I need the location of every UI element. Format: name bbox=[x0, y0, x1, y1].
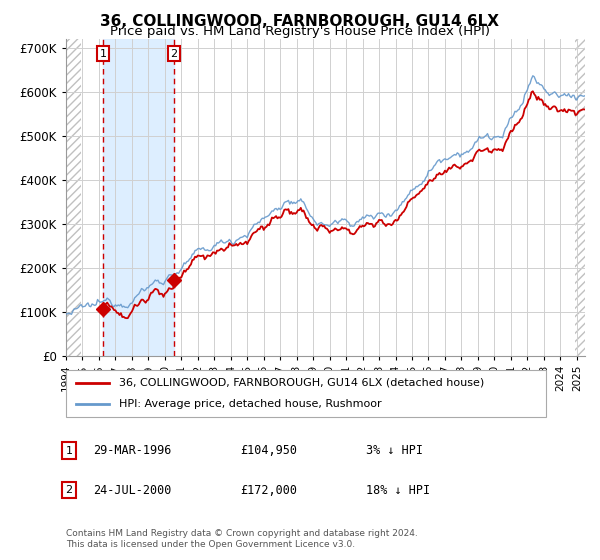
Text: 2: 2 bbox=[65, 485, 73, 495]
Text: 3% ↓ HPI: 3% ↓ HPI bbox=[366, 444, 423, 458]
Text: 36, COLLINGWOOD, FARNBOROUGH, GU14 6LX: 36, COLLINGWOOD, FARNBOROUGH, GU14 6LX bbox=[101, 14, 499, 29]
Text: £172,000: £172,000 bbox=[240, 483, 297, 497]
Text: HPI: Average price, detached house, Rushmoor: HPI: Average price, detached house, Rush… bbox=[119, 399, 382, 409]
Text: 1: 1 bbox=[100, 49, 106, 59]
Text: Price paid vs. HM Land Registry's House Price Index (HPI): Price paid vs. HM Land Registry's House … bbox=[110, 25, 490, 38]
Text: 18% ↓ HPI: 18% ↓ HPI bbox=[366, 483, 430, 497]
Text: 2: 2 bbox=[170, 49, 178, 59]
Text: £104,950: £104,950 bbox=[240, 444, 297, 458]
Text: 1: 1 bbox=[65, 446, 73, 456]
Text: 36, COLLINGWOOD, FARNBOROUGH, GU14 6LX (detached house): 36, COLLINGWOOD, FARNBOROUGH, GU14 6LX (… bbox=[119, 378, 484, 388]
Bar bbox=[103, 39, 174, 356]
Text: Contains HM Land Registry data © Crown copyright and database right 2024.
This d: Contains HM Land Registry data © Crown c… bbox=[66, 529, 418, 549]
Text: 24-JUL-2000: 24-JUL-2000 bbox=[93, 483, 172, 497]
Text: 29-MAR-1996: 29-MAR-1996 bbox=[93, 444, 172, 458]
